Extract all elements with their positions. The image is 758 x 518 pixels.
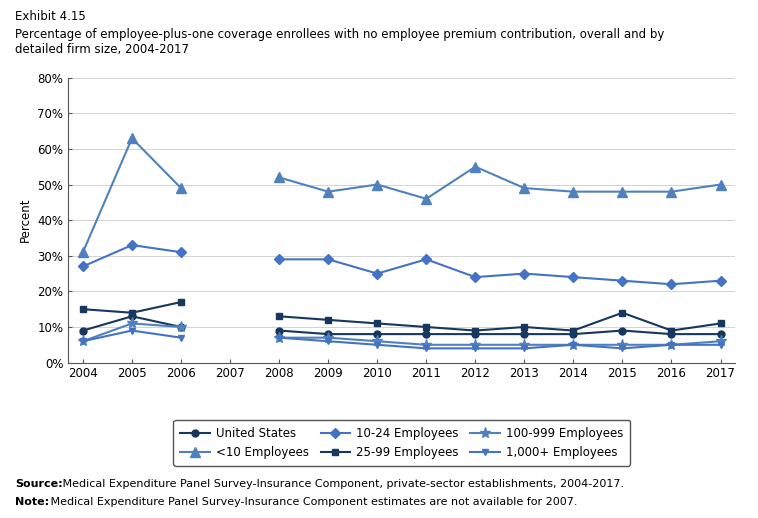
Legend: United States, <10 Employees, 10-24 Employees, 25-99 Employees, 100-999 Employee: United States, <10 Employees, 10-24 Empl…: [174, 420, 630, 466]
Text: Medical Expenditure Panel Survey-Insurance Component estimates are not available: Medical Expenditure Panel Survey-Insuran…: [47, 497, 578, 507]
Y-axis label: Percent: Percent: [19, 198, 32, 242]
Text: Source:: Source:: [15, 479, 63, 489]
Text: Percentage of employee-plus-one coverage enrollees with no employee premium cont: Percentage of employee-plus-one coverage…: [15, 28, 665, 56]
Text: Medical Expenditure Panel Survey-Insurance Component, private-sector establishme: Medical Expenditure Panel Survey-Insuran…: [59, 479, 625, 489]
Text: Note:: Note:: [15, 497, 49, 507]
Text: Exhibit 4.15: Exhibit 4.15: [15, 10, 86, 23]
